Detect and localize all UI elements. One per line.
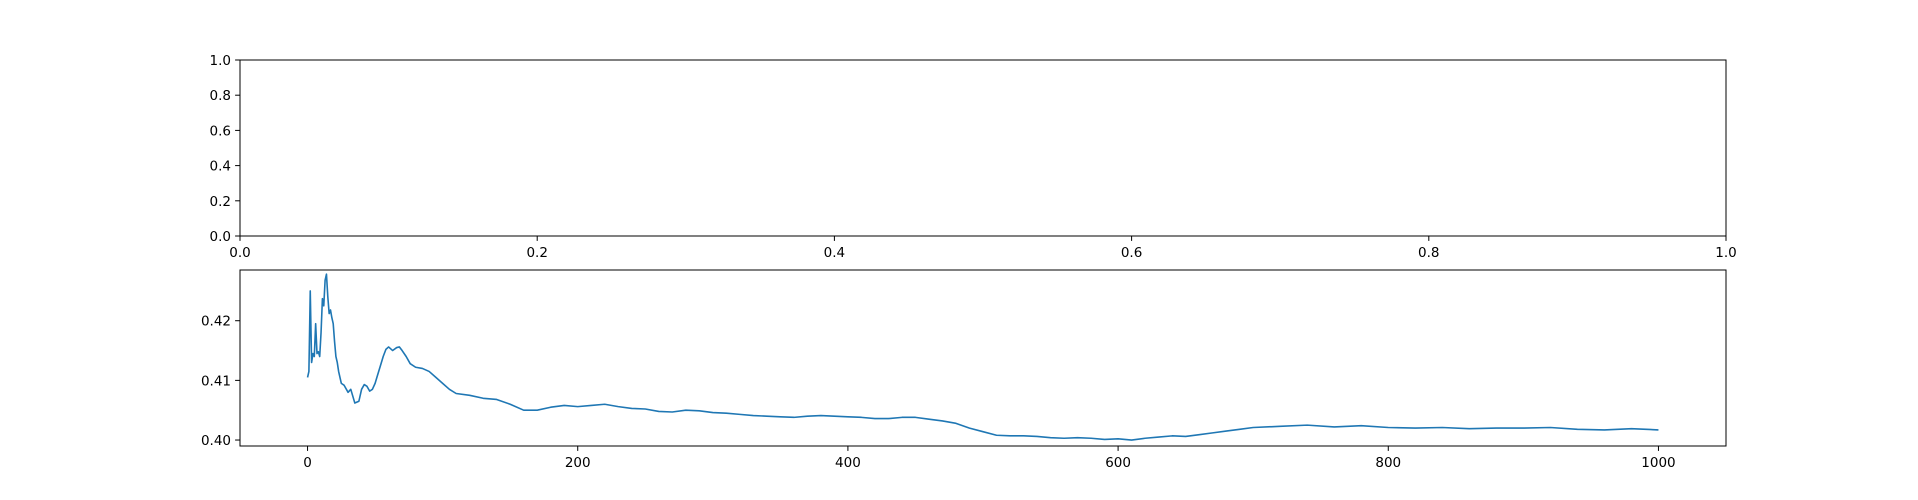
y-tick-label: 0.2 — [210, 194, 231, 210]
bottom-plot-area — [240, 270, 1726, 446]
y-tick-label: 0.42 — [201, 314, 231, 330]
y-tick-label: 0.0 — [210, 229, 231, 245]
y-tick-label: 0.40 — [201, 433, 231, 449]
x-tick-label: 600 — [1105, 455, 1131, 471]
x-tick-label: 800 — [1375, 455, 1401, 471]
y-tick-label: 1.0 — [210, 53, 231, 69]
y-tick-label: 0.41 — [201, 373, 231, 389]
bottom-axes-frame — [239, 269, 1727, 447]
bottom-x-ticks: 0 200 400 600 800 1000 — [303, 446, 1676, 471]
x-tick-label: 200 — [565, 455, 591, 471]
x-tick-label: 1000 — [1641, 455, 1675, 471]
top-chart: 0.0 0.2 0.4 0.6 0.8 1.0 0.0 0.2 0.4 0.6 0.8 1.0 — [210, 53, 1737, 261]
x-tick-label: 0.6 — [1121, 245, 1142, 261]
top-y-ticks: 0.0 0.2 0.4 0.6 0.8 1.0 — [210, 53, 240, 245]
series-line — [306, 273, 1659, 441]
x-tick-label: 0 — [303, 455, 312, 471]
top-x-ticks: 0.0 0.2 0.4 0.6 0.8 1.0 — [229, 236, 1737, 261]
bottom-chart: 0 200 400 600 800 1000 0.40 0.41 0.42 — [201, 269, 1727, 471]
x-tick-label: 400 — [835, 455, 861, 471]
x-tick-label: 0.8 — [1418, 245, 1439, 261]
y-tick-label: 0.4 — [210, 159, 231, 175]
bottom-y-ticks: 0.40 0.41 0.42 — [201, 314, 240, 449]
y-tick-label: 0.6 — [210, 123, 231, 139]
top-plot-area — [240, 60, 1726, 236]
x-tick-label: 1.0 — [1715, 245, 1736, 261]
x-tick-label: 0.0 — [229, 245, 250, 261]
y-tick-label: 0.8 — [210, 88, 231, 104]
x-tick-label: 0.4 — [824, 245, 845, 261]
x-tick-label: 0.2 — [526, 245, 547, 261]
top-axes-frame — [239, 59, 1727, 237]
